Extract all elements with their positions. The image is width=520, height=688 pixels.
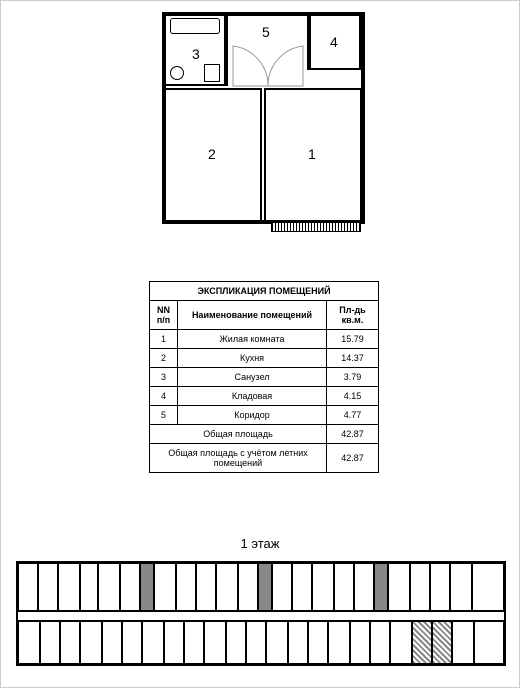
room-label-5: 5 <box>262 24 270 40</box>
col-header-name: Наименование помещений <box>178 301 327 330</box>
table-total-row: Общая площадь 42.87 <box>150 425 379 444</box>
highlighted-unit <box>432 621 452 664</box>
room-label-3: 3 <box>192 46 200 62</box>
col-header-area: Пл-дь кв.м. <box>327 301 379 330</box>
building-floorplan <box>16 561 506 666</box>
table-title: ЭКСПЛИКАЦИЯ ПОМЕЩЕНИЙ <box>150 282 379 301</box>
table-row: 1 Жилая комната 15.79 <box>150 330 379 349</box>
table-row: 4 Кладовая 4.15 <box>150 387 379 406</box>
table-row: 5 Коридор 4.77 <box>150 406 379 425</box>
table-row: 3 Санузел 3.79 <box>150 368 379 387</box>
table-row: 2 Кухня 14.37 <box>150 349 379 368</box>
highlighted-unit <box>412 621 432 664</box>
apartment-floorplan: 1 2 3 4 5 <box>156 6 371 231</box>
table-total2-row: Общая площадь с учётом летних помещений … <box>150 444 379 473</box>
room-label-4: 4 <box>330 34 338 50</box>
room-label-1: 1 <box>308 146 316 162</box>
room-label-2: 2 <box>208 146 216 162</box>
col-header-nn: NN п/п <box>150 301 178 330</box>
floor-label: 1 этаж <box>1 536 519 551</box>
explication-table: ЭКСПЛИКАЦИЯ ПОМЕЩЕНИЙ NN п/п Наименовани… <box>149 281 379 473</box>
